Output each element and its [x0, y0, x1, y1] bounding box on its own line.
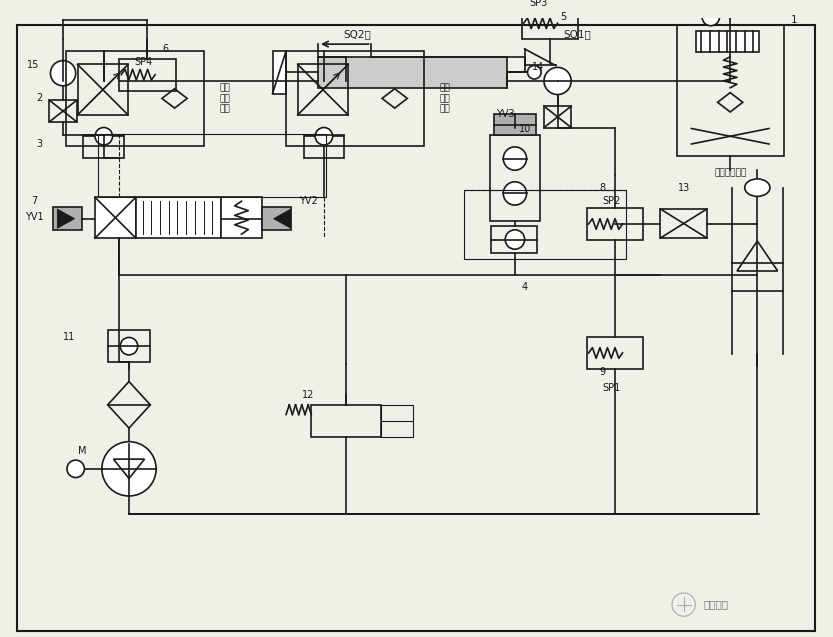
Bar [491, 226, 537, 253]
Text: YV3: YV3 [496, 109, 515, 119]
Circle shape [315, 127, 332, 145]
Bar [661, 209, 707, 238]
Polygon shape [57, 209, 75, 228]
Bar [463, 190, 626, 259]
Text: 慢关时间调整: 慢关时间调整 [714, 169, 746, 178]
Circle shape [503, 147, 526, 170]
Bar [382, 405, 413, 437]
Bar [312, 405, 382, 437]
Text: 6: 6 [162, 44, 169, 54]
Bar [521, 7, 578, 39]
Circle shape [67, 460, 84, 478]
Text: SP2: SP2 [603, 196, 621, 206]
Bar [49, 101, 77, 122]
Text: 11: 11 [62, 332, 75, 342]
Circle shape [527, 66, 541, 79]
Bar [677, 25, 784, 155]
Text: 1: 1 [791, 15, 798, 25]
Bar [303, 136, 344, 157]
Bar [77, 64, 128, 115]
Text: 博奧熱匯: 博奧熱匯 [703, 599, 728, 610]
Bar [221, 197, 262, 238]
Circle shape [102, 441, 156, 496]
Bar [544, 106, 571, 127]
Text: SP1: SP1 [603, 383, 621, 394]
Text: 10: 10 [518, 124, 531, 134]
Bar [297, 64, 348, 115]
Text: 8: 8 [599, 183, 606, 192]
Text: SQ2开: SQ2开 [343, 29, 371, 39]
Bar [286, 51, 424, 146]
Text: 13: 13 [677, 183, 690, 192]
Circle shape [544, 68, 571, 94]
Bar [66, 51, 203, 146]
Text: 关阀
时间
调整: 关阀 时间 调整 [440, 83, 451, 113]
Text: 4: 4 [521, 282, 527, 292]
Bar [272, 51, 286, 94]
Circle shape [95, 127, 112, 145]
Bar [494, 114, 536, 135]
Bar [490, 135, 540, 220]
Bar [53, 207, 82, 231]
Circle shape [51, 61, 76, 86]
Text: 7: 7 [31, 196, 37, 206]
Text: 15: 15 [27, 61, 39, 71]
Text: SP3: SP3 [529, 0, 547, 8]
Text: YV1: YV1 [25, 211, 43, 222]
Bar [136, 197, 221, 238]
Bar [95, 197, 136, 238]
Bar [83, 136, 124, 157]
Text: 3: 3 [37, 139, 42, 149]
Bar [586, 337, 643, 369]
Text: 开阀
时间
调整: 开阀 时间 调整 [220, 83, 231, 113]
Bar [696, 31, 759, 52]
Circle shape [506, 230, 525, 249]
Circle shape [702, 8, 720, 25]
Bar [262, 207, 291, 231]
Text: SQ1关: SQ1关 [563, 29, 591, 39]
Text: 12: 12 [302, 390, 315, 400]
Circle shape [503, 182, 526, 205]
Text: 5: 5 [561, 12, 566, 22]
Text: 14: 14 [532, 62, 544, 73]
Bar [119, 59, 176, 90]
Bar [107, 330, 150, 362]
Circle shape [120, 338, 137, 355]
Text: 2: 2 [37, 94, 43, 103]
Text: YV2: YV2 [299, 196, 317, 206]
Bar [586, 208, 643, 240]
Text: 9: 9 [599, 367, 606, 377]
Bar [318, 57, 507, 88]
Text: M: M [78, 447, 87, 456]
Polygon shape [273, 209, 291, 228]
Bar [98, 134, 326, 197]
Ellipse shape [745, 179, 770, 196]
Text: SP4: SP4 [134, 57, 152, 67]
